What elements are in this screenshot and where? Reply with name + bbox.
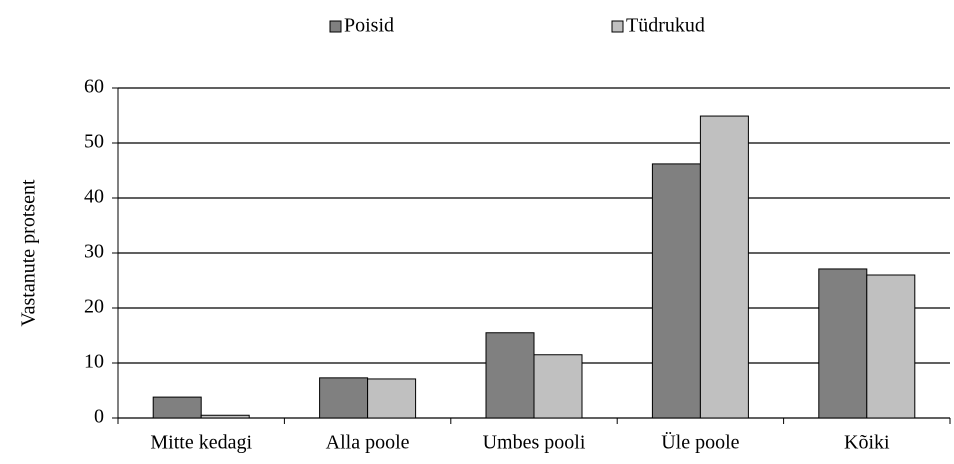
y-tick-label: 60 — [84, 76, 104, 98]
x-tick-label: Üle poole — [661, 431, 739, 454]
y-tick-label: 0 — [94, 406, 104, 428]
y-tick-label: 40 — [84, 186, 104, 208]
bar — [319, 377, 369, 419]
bar — [866, 274, 916, 419]
bar — [367, 378, 417, 419]
legend-label: Tüdrukud — [626, 15, 705, 37]
bar — [485, 332, 535, 419]
legend-swatch — [611, 20, 624, 33]
bar — [533, 354, 583, 419]
bar — [651, 163, 701, 419]
legend-swatch — [329, 20, 342, 33]
y-tick-label: 30 — [84, 241, 104, 263]
legend-label: Poisid — [344, 15, 394, 37]
bar — [152, 396, 202, 419]
y-axis-label: Vastanute protsent — [18, 179, 40, 327]
bar — [818, 268, 868, 419]
x-tick-label: Mitte kedagi — [150, 432, 252, 454]
y-tick-label: 20 — [84, 296, 104, 318]
y-tick-label: 10 — [84, 351, 104, 373]
bar — [200, 414, 250, 419]
x-tick-label: Umbes pooli — [483, 432, 586, 454]
y-tick-label: 50 — [84, 131, 104, 153]
bar — [699, 115, 749, 419]
x-tick-label: Kõiki — [844, 432, 890, 454]
x-tick-label: Alla poole — [326, 432, 410, 454]
